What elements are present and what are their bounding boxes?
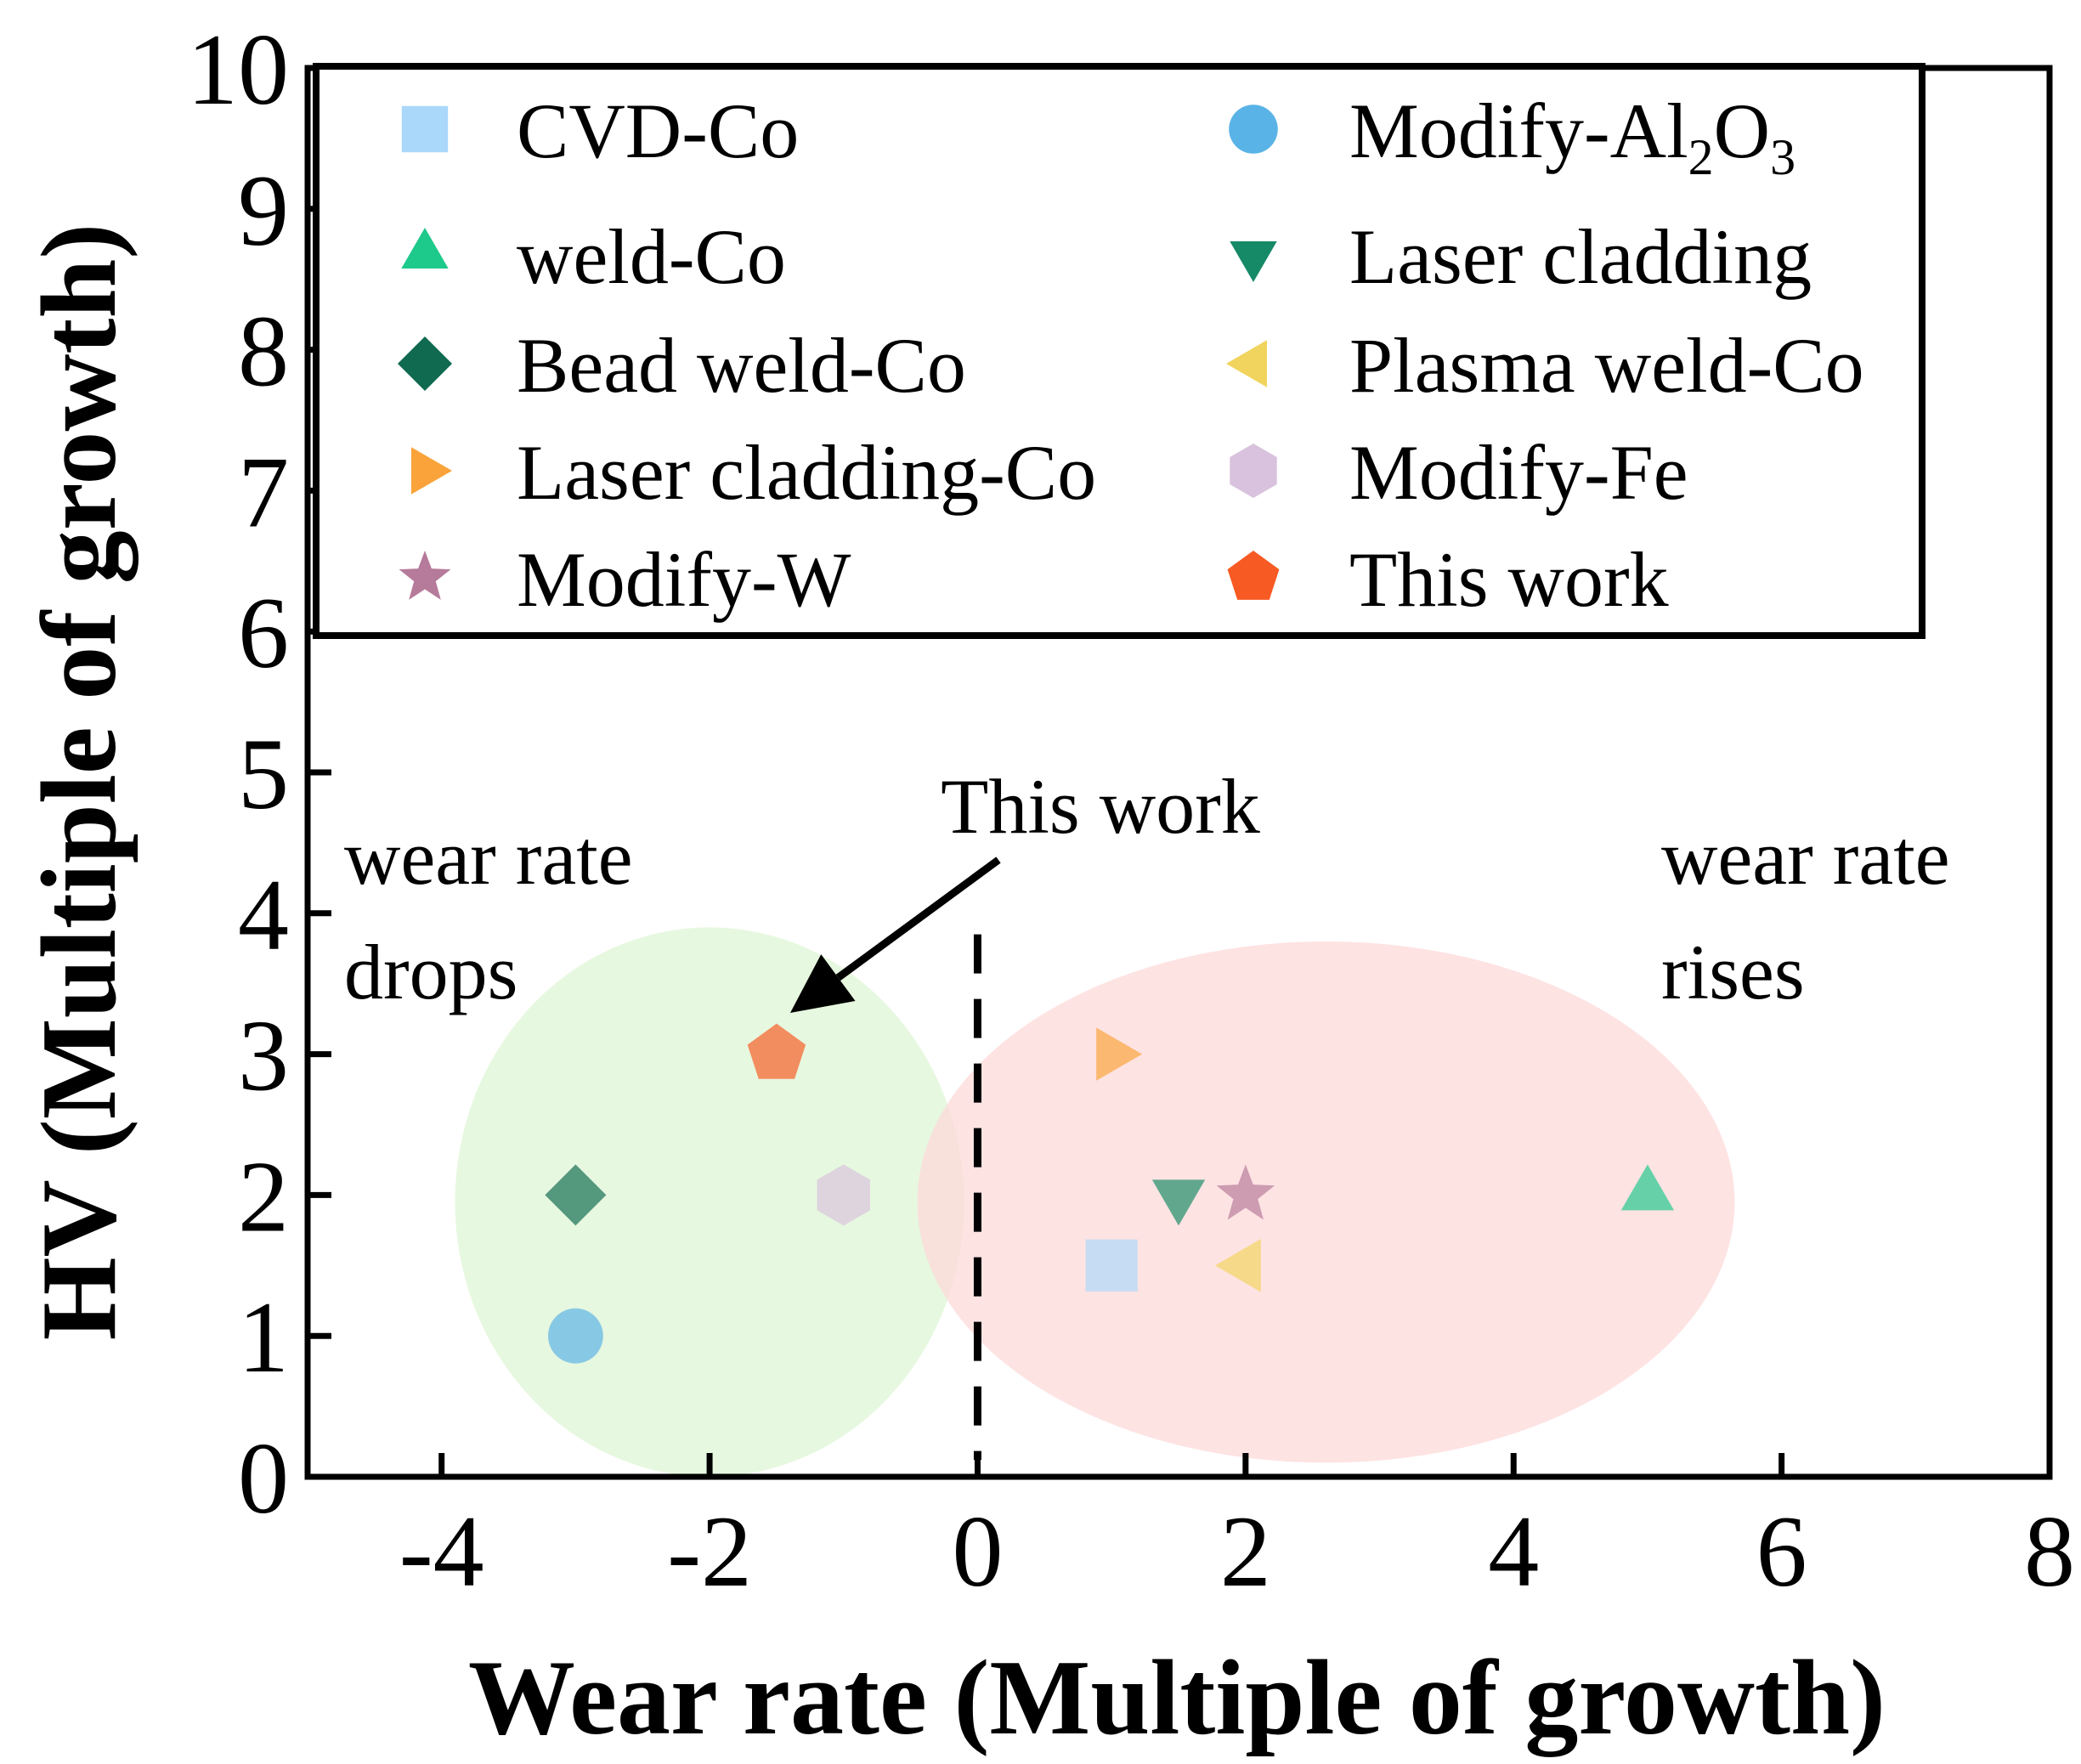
x-tick-label: 8 (2024, 1495, 2075, 1608)
y-tick-label: 2 (238, 1139, 289, 1252)
legend-marker-weld-co (401, 228, 449, 269)
legend-marker-modify-fe (1230, 444, 1277, 498)
x-tick-label: -4 (399, 1495, 484, 1608)
legend-box (313, 63, 1925, 639)
region-ellipse-drops (455, 927, 964, 1477)
x-tick-label: 0 (952, 1495, 1003, 1608)
data-point-modify-w (1216, 1164, 1275, 1220)
axes: -4 -2 0 2 4 6 8 0 1 2 3 4 5 6 7 8 9 10 (187, 13, 2075, 1608)
data-point-bead-weld-co (545, 1164, 607, 1226)
annotation-rises-line2: rises (1661, 929, 1805, 1015)
y-tick-label: 0 (238, 1422, 289, 1535)
annotation-arrow-shaft (835, 857, 1001, 981)
y-tick-label: 7 (238, 435, 289, 548)
y-tick-label: 5 (238, 717, 289, 830)
y-tick-label: 6 (238, 576, 289, 689)
data-points (545, 1023, 1675, 1364)
annotation-this-work: This work (941, 763, 1260, 850)
y-tick-label: 4 (238, 858, 289, 971)
legend-marker-cvd-co (401, 105, 449, 153)
legend-label: Laser cladding-Co (517, 429, 1096, 516)
legend-label: Modify-W (517, 536, 851, 623)
legend-label: This work (1349, 536, 1669, 623)
annotation-drops-line1: wear rate (344, 814, 633, 901)
annotations: This work wear rate drops wear rate rises (344, 763, 1950, 1015)
x-tick-label: 2 (1220, 1495, 1271, 1608)
annotation-arrow-head (790, 954, 856, 1013)
data-point-modify-fe (817, 1164, 870, 1226)
x-tick-label: -2 (667, 1495, 752, 1608)
data-point-laser-cladding-co (1096, 1027, 1143, 1081)
legend-marker-plasma-weld-co (1226, 340, 1267, 387)
legend-marker-modify-al2o3 (1229, 105, 1278, 154)
data-point-plasma-weld-co (1214, 1239, 1261, 1292)
legend-label: Modify-Fe (1349, 429, 1688, 516)
annotation-rises-line1: wear rate (1661, 814, 1950, 901)
region-ellipse-rises (917, 941, 1735, 1463)
data-point-this-work (747, 1023, 806, 1079)
legend-label: Plasma weld-Co (1349, 322, 1864, 409)
data-point-cvd-co (1085, 1239, 1138, 1292)
legend-label: Modify-Al2O3 (1349, 88, 1795, 185)
legend-marker-modify-w (399, 551, 451, 600)
data-point-modify-al2o3 (547, 1308, 603, 1364)
legend-label: Laser cladding (1349, 213, 1812, 300)
y-tick-label: 9 (238, 154, 289, 267)
x-tick-label: 6 (1756, 1495, 1807, 1608)
legend: CVD-Co weld-Co Bead weld-Co Laser cladding-… (313, 63, 1925, 639)
annotation-drops-line2: drops (344, 929, 517, 1015)
legend-marker-laser-cladding-co (411, 447, 452, 495)
y-tick-label: 8 (238, 295, 289, 408)
legend-label: weld-Co (517, 213, 786, 300)
regions (455, 927, 1735, 1477)
x-axis-title: Wear rate (Multiple of growth) (468, 1639, 1886, 1757)
x-tick-label: 4 (1488, 1495, 1539, 1608)
legend-label: CVD-Co (517, 88, 799, 174)
legend-label: Bead weld-Co (517, 322, 966, 409)
data-point-laser-cladding (1151, 1179, 1206, 1226)
y-tick-label: 1 (238, 1281, 289, 1394)
legend-marker-laser-cladding (1230, 241, 1277, 282)
data-point-weld-co (1620, 1164, 1675, 1211)
y-tick-label: 10 (187, 13, 289, 126)
legend-marker-bead-weld-co (398, 336, 452, 391)
legend-marker-this-work (1227, 551, 1280, 600)
y-axis-title: HV (Multiple of growth) (20, 223, 139, 1341)
y-tick-label: 3 (238, 999, 289, 1112)
